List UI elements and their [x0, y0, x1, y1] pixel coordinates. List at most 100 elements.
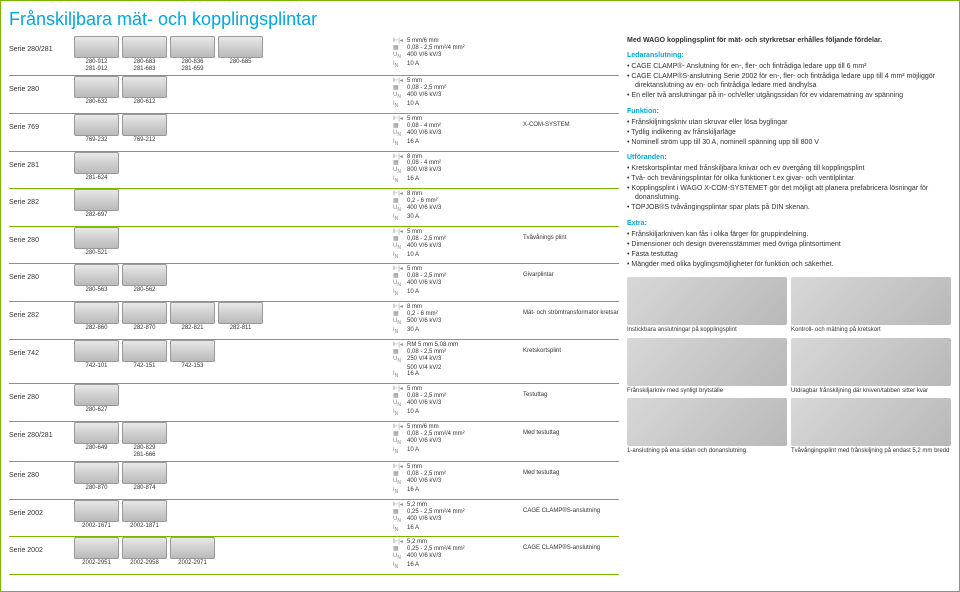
product-number: 769-232	[85, 137, 107, 144]
serie-label: Serie 282	[9, 189, 74, 206]
product-item: 280-632	[74, 76, 119, 106]
photo-image	[791, 398, 951, 446]
product-number: 281-624	[85, 175, 107, 182]
product-image	[170, 537, 215, 559]
list-item: Frånskiljningskniv utan skruvar eller lö…	[627, 118, 951, 127]
photo-item: Tvåvångingsplint med frånskiljning på en…	[791, 398, 951, 455]
product-item: 769-232	[74, 114, 119, 144]
product-item: 280-829281-666	[122, 422, 167, 458]
specs: ⊩|◂5 mm▦0,08 - 4 mm²UN400 V/6 kV/3IN16 A	[389, 114, 519, 148]
product-number: 280-612	[133, 99, 155, 106]
product-image	[218, 302, 263, 324]
section-list: Kretskortsplintar med frånskiljbara kniv…	[627, 164, 951, 212]
product-image	[170, 302, 215, 324]
product-image	[74, 384, 119, 406]
product-number: 280-874	[133, 485, 155, 492]
list-item: Nominell ström upp till 30 A, nominell s…	[627, 138, 951, 147]
photo-caption: Utdragbar frånskiljning där kniven/tabbe…	[791, 388, 951, 395]
extra-note: Kretskortsplint	[519, 340, 619, 354]
specs: ⊩|◂5 mm▦0,08 - 2,5 mm²UN400 V/6 kV/3IN16…	[389, 462, 519, 496]
section-list: Frånskiljningskniv utan skruvar eller lö…	[627, 118, 951, 147]
product-row: Serie 280280-627⊩|◂5 mm▦0,08 - 2,5 mm²UN…	[9, 384, 619, 422]
product-number: 282-870	[133, 325, 155, 332]
photo-caption: Frånskiljarkniv med synligt brytställe	[627, 388, 787, 395]
extra-note: Testuttag	[519, 384, 619, 398]
extra-note: X-COM-SYSTEM	[519, 114, 619, 128]
product-image	[74, 189, 119, 211]
photo-item: 1-anslutning på ena sidan och donanslutn…	[627, 398, 787, 455]
product-item: 280-870	[74, 462, 119, 492]
product-number: 280-912281-912	[85, 59, 107, 72]
photo-image	[627, 398, 787, 446]
product-number: 2002-2971	[178, 560, 207, 567]
list-item: CAGE CLAMP®- Anslutning för en-, fler- o…	[627, 62, 951, 71]
list-item: Mängder med olika byglingsmöjligheter fö…	[627, 260, 951, 269]
photo-item: Instickbara anslutningar på kopplingspli…	[627, 277, 787, 334]
serie-label: Serie 280	[9, 264, 74, 281]
product-image	[122, 302, 167, 324]
product-row: Serie 280280-870280-874⊩|◂5 mm▦0,08 - 2,…	[9, 462, 619, 500]
extra-note: Med testuttag	[519, 422, 619, 436]
product-number: 282-821	[181, 325, 203, 332]
specs: ⊩|◂5,2 mm▦0,25 - 2,5 mm²/4 mm²UN400 V/6 …	[389, 537, 519, 571]
product-row: Serie 280 280-521 ⊩|◂5 mm▦0,08 - 2,5 mm²UN…	[9, 227, 619, 265]
product-image	[74, 422, 119, 444]
photo-image	[791, 277, 951, 325]
product-number: 280-649	[85, 445, 107, 452]
product-number: 2002-2958	[130, 560, 159, 567]
product-number: 280-829281-666	[133, 445, 155, 458]
product-item: 280-874	[122, 462, 167, 492]
product-number: 742-151	[133, 363, 155, 370]
product-image	[170, 36, 215, 58]
product-number: 280-521	[85, 250, 107, 257]
photo-caption: Tvåvångingsplint med frånskiljning på en…	[791, 448, 951, 455]
section-list: CAGE CLAMP®- Anslutning för en-, fler- o…	[627, 62, 951, 100]
specs: ⊩|◂5 mm▦0,08 - 2,5 mm²UN400 V/6 kV/3IN10…	[389, 227, 519, 261]
photo-caption: Instickbara anslutningar på kopplingspli…	[627, 327, 787, 334]
product-number: 280-836281-659	[181, 59, 203, 72]
product-image	[74, 462, 119, 484]
product-number: 280-685	[229, 59, 251, 66]
product-item: 280-683281-683	[122, 36, 167, 72]
specs: ⊩|◂5 mm▦0,08 - 2,5 mm²UN400 V/6 kV/3IN10…	[389, 76, 519, 110]
list-item: Två- och trevåningsplintar för olika fun…	[627, 174, 951, 183]
photo-caption: Kontroll- och mätning på kretskort	[791, 327, 951, 334]
serie-label: Serie 282	[9, 302, 74, 319]
product-image	[122, 500, 167, 522]
specs: ⊩|◂8 mm▦0,2 - 6 mm²UN500 V/6 kV/3IN30 A	[389, 302, 519, 336]
product-number: 280-683281-683	[133, 59, 155, 72]
product-image	[74, 227, 119, 249]
product-row: Serie 280280-563280-562⊩|◂5 mm▦0,08 - 2,…	[9, 264, 619, 302]
product-image	[74, 36, 119, 58]
extra-note: Givarplintar	[519, 264, 619, 278]
photo-caption: 1-anslutning på ena sidan och donanslutn…	[627, 448, 787, 455]
product-item: 282-811	[218, 302, 263, 332]
product-image	[74, 152, 119, 174]
product-row: Serie 282282-860282-870282-821282-811⊩|◂…	[9, 302, 619, 340]
specs: ⊩|◂5 mm/6 mm▦0,08 - 2,5 mm²/4 mm²UN400 V…	[389, 36, 519, 70]
product-image	[122, 36, 167, 58]
product-image	[74, 114, 119, 136]
extra-note	[519, 189, 619, 197]
product-item: 281-624	[74, 152, 119, 182]
product-item: 742-151	[122, 340, 167, 370]
product-item: 742-101	[74, 340, 119, 370]
serie-label: Serie 742	[9, 340, 74, 357]
product-item: 282-821	[170, 302, 215, 332]
product-item: 2002-2958	[122, 537, 167, 567]
extra-note	[519, 76, 619, 84]
product-item: 280-649	[74, 422, 119, 458]
product-number: 280-562	[133, 287, 155, 294]
section-list: Frånskiljarkniven kan fås i olika färger…	[627, 230, 951, 269]
specs: ⊩|◂5,2 mm▦0,25 - 2,5 mm²/4 mm²UN400 V/6 …	[389, 500, 519, 534]
sidebar: Med WAGO kopplingsplint för mät- och sty…	[627, 36, 951, 575]
product-image	[122, 422, 167, 444]
specs: ⊩|◂8 mm▦0,2 - 6 mm²UN400 V/6 kV/3IN30 A	[389, 189, 519, 223]
section-heading: Extra:	[627, 219, 951, 228]
list-item: Kretskortsplintar med frånskiljbara kniv…	[627, 164, 951, 173]
serie-label: Serie 280	[9, 227, 74, 244]
sidebar-intro: Med WAGO kopplingsplint för mät- och sty…	[627, 36, 951, 45]
product-number: 769-212	[133, 137, 155, 144]
serie-label: Serie 2002	[9, 537, 74, 554]
photo-image	[627, 277, 787, 325]
